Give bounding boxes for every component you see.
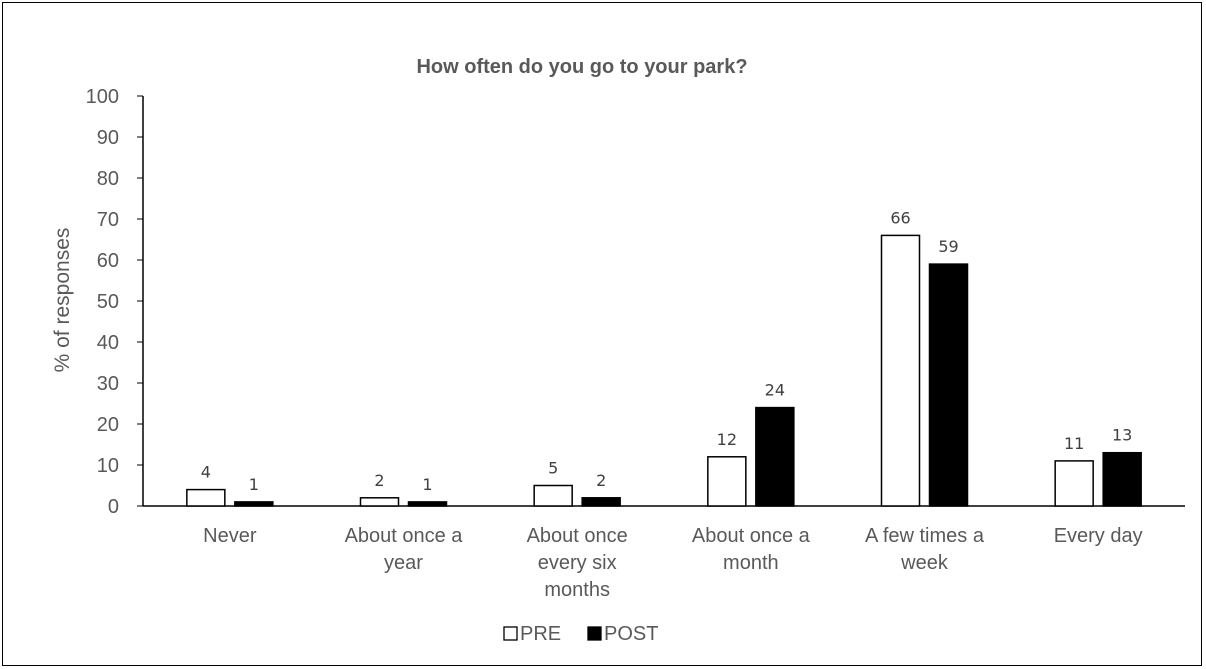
y-tick-label: 40 [97, 332, 119, 354]
bar-post [234, 501, 274, 507]
legend-label-pre: PRE [520, 623, 561, 645]
bar-post [755, 406, 795, 507]
y-tick-label: 90 [97, 127, 119, 149]
y-tick-label: 100 [86, 86, 119, 108]
x-tick-label: A few times a [865, 525, 985, 547]
bar-pre [359, 497, 400, 507]
bar-post [1102, 451, 1142, 507]
x-tick-label: week [900, 552, 949, 574]
x-tick-label: every six [538, 552, 617, 574]
data-label: 1 [249, 475, 259, 494]
bar-pre [1054, 460, 1094, 507]
x-tick-label: About once [527, 525, 628, 547]
y-tick-label: 60 [97, 250, 119, 272]
x-tick-label: months [544, 579, 610, 601]
y-axis: 0 10 20 30 40 50 60 70 80 90 100 [86, 86, 144, 518]
data-label: 1 [422, 475, 432, 494]
y-tick-label: 30 [97, 373, 119, 395]
data-label: 13 [1112, 426, 1132, 445]
bar-pre [707, 456, 747, 507]
y-tick-label: 80 [97, 168, 119, 190]
data-label: 4 [201, 463, 211, 482]
y-tick-label: 70 [97, 209, 119, 231]
x-tick-label: month [723, 552, 779, 574]
y-tick-label: 0 [108, 496, 119, 518]
y-tick-label: 10 [97, 455, 119, 477]
bar-post [407, 501, 448, 507]
data-label: 2 [374, 471, 384, 490]
data-label: 11 [1064, 434, 1084, 453]
data-label: 59 [938, 237, 958, 256]
y-tick-label: 50 [97, 291, 119, 313]
y-tick-label: 20 [97, 414, 119, 436]
bar-pre [533, 484, 573, 507]
legend-label-post: POST [604, 623, 658, 645]
data-label: 24 [765, 381, 785, 400]
bar-post [581, 497, 621, 507]
bar-pre [186, 488, 226, 507]
x-tick-label: Never [203, 525, 257, 547]
data-label: 2 [596, 471, 606, 490]
data-label: 12 [717, 430, 737, 449]
data-label: 66 [890, 208, 910, 227]
legend-swatch-post [587, 626, 602, 641]
x-tick-label: About once a [345, 525, 464, 547]
legend-swatch-pre [503, 626, 518, 641]
x-tick-label: Every day [1054, 525, 1143, 547]
y-axis-label: % of responses [51, 228, 74, 373]
x-tick-label: year [384, 552, 423, 574]
bar-post [928, 263, 969, 507]
chart-title: How often do you go to your park? [416, 56, 747, 78]
data-label: 5 [548, 459, 558, 478]
bar-pre [880, 234, 921, 507]
x-axis: Never About once a year About once every six… [143, 505, 1185, 601]
bars [186, 234, 1142, 507]
legend: PRE POST [503, 623, 658, 645]
x-tick-label: About once a [692, 525, 811, 547]
